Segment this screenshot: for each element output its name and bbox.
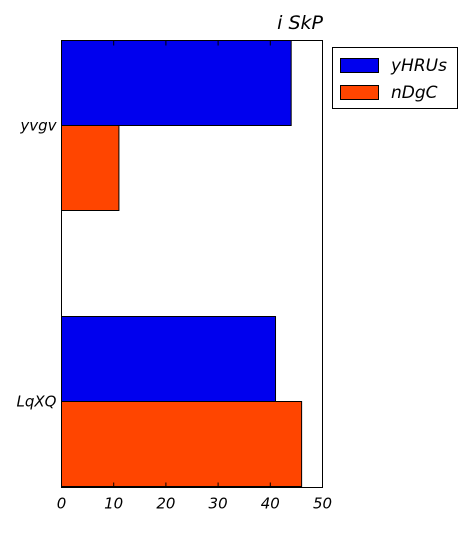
bar-lqxq-yhrus [61, 316, 277, 402]
legend: yHRUs nDgC [332, 47, 458, 109]
legend-swatch-yhrus [340, 58, 379, 73]
x-tick-label-50: 50 [313, 495, 332, 513]
bar-yvgv-ndgc [61, 125, 120, 211]
legend-label-ndgc: nDgC [391, 83, 438, 103]
x-tick-label-30: 30 [209, 495, 228, 513]
x-tick-label-10: 10 [104, 495, 123, 513]
x-axis: 0 10 20 30 40 50 [57, 40, 332, 513]
plot-frame [61, 40, 323, 488]
x-tick-label-40: 40 [261, 495, 280, 513]
y-tick-label-yvgv: yvgv [19, 117, 57, 135]
y-tick-label-lqxq: LqXQ [17, 393, 57, 411]
chart-title: i SkP [277, 12, 323, 34]
x-tick-label-0: 0 [57, 495, 67, 513]
legend-swatch-ndgc [340, 85, 379, 100]
legend-label-yhrus: yHRUs [390, 56, 447, 76]
bars-layer [61, 40, 303, 487]
x-tick-label-20: 20 [156, 495, 175, 513]
bar-lqxq-ndgc [61, 401, 303, 487]
bar-yvgv-yhrus [61, 40, 292, 126]
y-axis: yvgv LqXQ [17, 117, 67, 411]
